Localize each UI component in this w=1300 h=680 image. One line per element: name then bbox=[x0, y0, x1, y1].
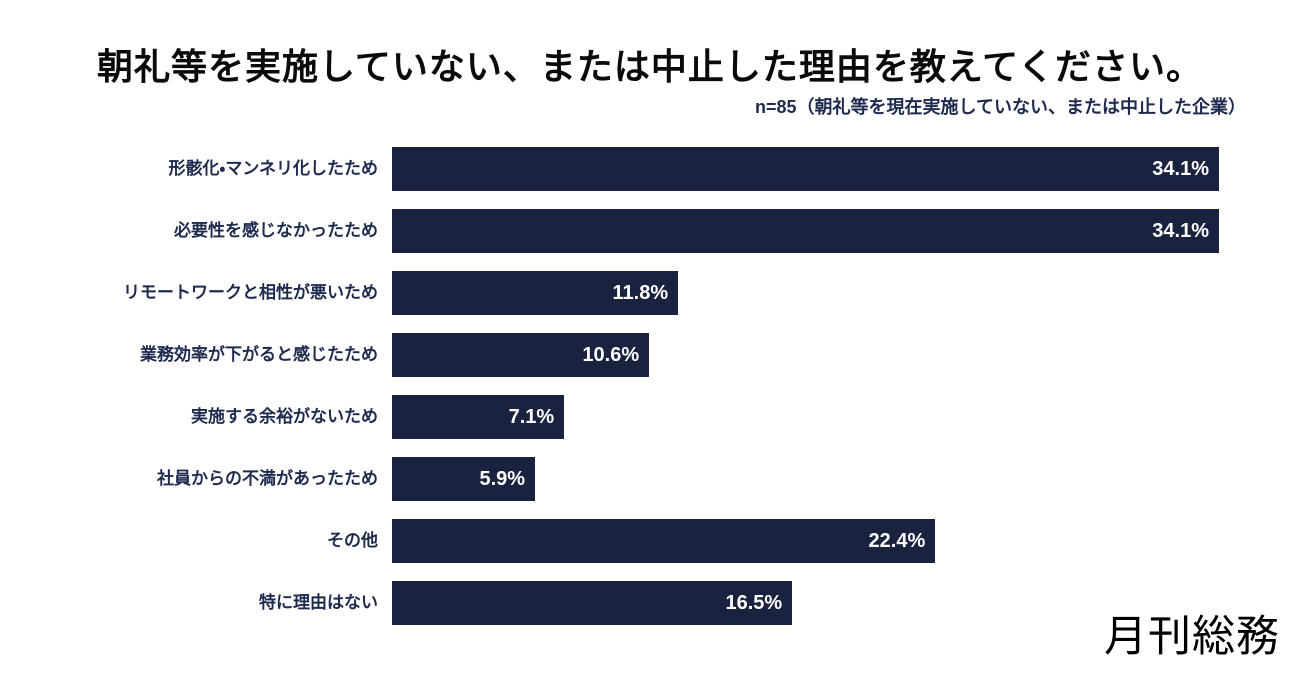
category-label: 実施する余裕がないため bbox=[191, 406, 378, 426]
chart-row: 実施する余裕がないため 7.1% bbox=[60, 395, 1233, 439]
bar: 10.6% bbox=[392, 333, 650, 377]
bar-track: 11.8% bbox=[392, 271, 1219, 315]
bar: 11.8% bbox=[392, 271, 679, 315]
bar-track: 22.4% bbox=[392, 519, 1219, 563]
bar-track: 16.5% bbox=[392, 581, 1219, 625]
chart-title: 朝礼等を実施していない、または中止した理由を教えてください。 bbox=[96, 46, 1204, 87]
chart-row: 特に理由はない 16.5% bbox=[60, 581, 1233, 625]
value-label: 11.8% bbox=[612, 281, 669, 304]
bar: 16.5% bbox=[392, 581, 793, 625]
category-label: 形骸化・マンネリ化したため bbox=[168, 158, 378, 178]
bar: 7.1% bbox=[392, 395, 565, 439]
chart-subtitle: n=85（朝礼等を現在実施していない、または中止した企業） bbox=[755, 97, 1246, 117]
value-label: 10.6% bbox=[582, 343, 640, 366]
chart-row: 業務効率が下がると感じたため 10.6% bbox=[60, 333, 1233, 377]
bar-track: 5.9% bbox=[392, 457, 1219, 501]
chart-row: リモートワークと相性が悪いため 11.8% bbox=[60, 271, 1233, 315]
category-label: 業務効率が下がると感じたため bbox=[140, 344, 378, 364]
chart-row: 形骸化・マンネリ化したため 34.1% bbox=[60, 147, 1233, 191]
publisher-logo: 月刊総務 bbox=[1104, 613, 1280, 661]
value-label: 34.1% bbox=[1152, 219, 1209, 242]
value-label: 5.9% bbox=[479, 467, 526, 490]
category-label: リモートワークと相性が悪いため bbox=[123, 282, 378, 302]
chart-row: 必要性を感じなかったため 34.1% bbox=[60, 209, 1233, 253]
chart-row: 社員からの不満があったため 5.9% bbox=[60, 457, 1233, 501]
category-label: 特に理由はない bbox=[259, 592, 378, 612]
category-label: その他 bbox=[327, 530, 378, 550]
value-label: 16.5% bbox=[725, 591, 783, 614]
category-label: 必要性を感じなかったため bbox=[174, 220, 378, 240]
bar: 5.9% bbox=[392, 457, 536, 501]
value-label: 22.4% bbox=[868, 529, 926, 552]
bar: 34.1% bbox=[392, 147, 1219, 191]
bar-chart: 形骸化・マンネリ化したため 34.1% 必要性を感じなかったため 34.1% リモートワ… bbox=[60, 147, 1233, 625]
bar-track: 34.1% bbox=[392, 147, 1219, 191]
category-label: 社員からの不満があったため bbox=[157, 468, 378, 488]
bar: 34.1% bbox=[392, 209, 1219, 253]
value-label: 7.1% bbox=[508, 405, 555, 428]
chart-row: その他 22.4% bbox=[60, 519, 1233, 563]
bar-track: 10.6% bbox=[392, 333, 1219, 377]
bar-track: 7.1% bbox=[392, 395, 1219, 439]
value-label: 34.1% bbox=[1152, 157, 1209, 180]
bar-track: 34.1% bbox=[392, 209, 1219, 253]
bar: 22.4% bbox=[392, 519, 936, 563]
